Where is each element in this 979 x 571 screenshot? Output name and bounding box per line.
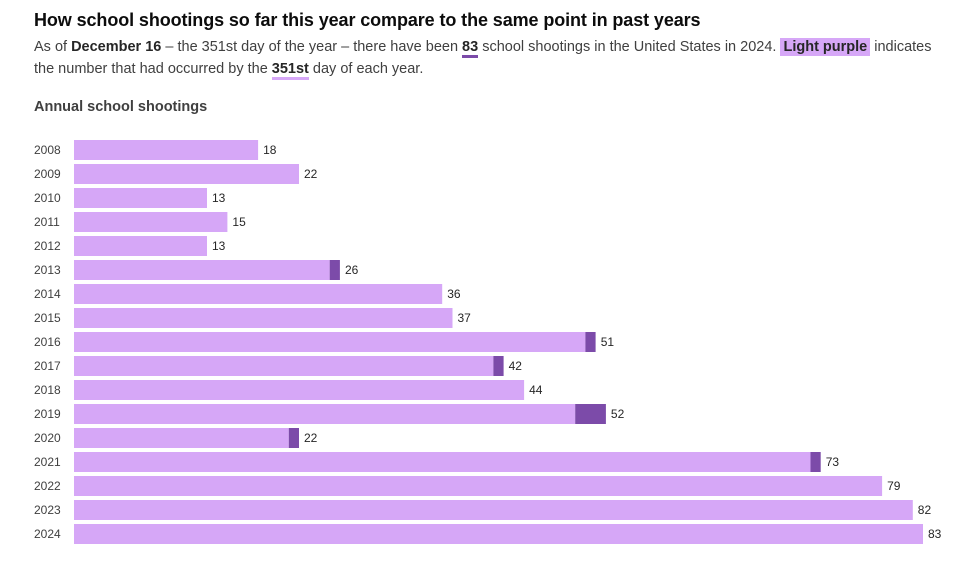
bar-value-label: 37 [458,311,472,325]
subtitle-count: 83 [462,39,479,58]
bar-value-label: 13 [212,191,226,205]
year-label: 2015 [34,311,61,325]
bar-value-label: 52 [611,407,625,421]
year-label: 2012 [34,239,61,253]
subtitle-text-1: As of [34,39,72,55]
bar-by-date-segment [74,332,586,352]
bar-value-label: 36 [447,287,461,301]
chart-title: How school shootings so far this year co… [34,10,701,30]
bar-by-date-segment [74,404,576,424]
bar-by-date-segment [74,356,494,376]
year-label: 2009 [34,167,61,181]
year-label: 2010 [34,191,61,205]
bar-rest-of-year-segment [575,404,606,424]
bar-value-label: 83 [928,527,942,541]
bar-by-date-segment [74,140,259,160]
year-label: 2016 [34,335,61,349]
chart-label: Annual school shootings [34,99,208,115]
subtitle-date: December 16 [71,39,162,55]
bar-value-label: 26 [345,263,359,277]
bar-value-label: 79 [887,479,901,493]
subtitle-text-5: day of each year. [308,61,424,77]
bar-rest-of-year-segment [585,332,596,352]
year-label: 2014 [34,287,61,301]
year-label: 2023 [34,503,61,517]
bar-by-date-segment [74,236,207,256]
subtitle-day: 351st [271,61,309,80]
year-label: 2011 [34,215,60,229]
bar-by-date-segment [74,164,299,184]
bar-by-date-segment [74,260,330,280]
subtitle-text-4: indicates the number that had occurred b… [34,39,932,77]
chart-subtitle: As of December 16 – the 351st day of the… [34,36,934,80]
bar-value-label: 82 [918,503,932,517]
year-label: 2021 [34,455,61,469]
bar-by-date-segment [74,452,811,472]
bar-by-date-segment [74,284,443,304]
bar-value-label: 42 [509,359,523,373]
bar-rest-of-year-segment [493,356,504,376]
year-label: 2019 [34,407,61,421]
bar-by-date-segment [74,524,923,544]
subtitle-highlight: Light purple [780,38,871,56]
bar-by-date-segment [74,188,207,208]
bar-by-date-segment [74,380,525,400]
bar-by-date-segment [74,500,913,520]
year-label: 2013 [34,263,61,277]
year-label: 2018 [34,383,61,397]
bar-value-label: 44 [529,383,543,397]
bar-by-date-segment [74,308,453,328]
bar-by-date-segment [74,476,883,496]
year-label: 2022 [34,479,61,493]
bar-value-label: 73 [826,455,840,469]
year-label: 2008 [34,143,61,157]
subtitle-text-3: school shootings in the United States in… [478,39,781,55]
subtitle-text-2: – the 351st day of the year – there have… [161,39,463,55]
bar-value-label: 22 [304,431,318,445]
bar-rest-of-year-segment [329,260,340,280]
year-label: 2020 [34,431,61,445]
year-label: 2017 [34,359,61,373]
bar-rest-of-year-segment [288,428,299,448]
bar-value-label: 15 [232,215,246,229]
bar-value-label: 13 [212,239,226,253]
bar-by-date-segment [74,212,228,232]
bar-value-label: 22 [304,167,318,181]
bar-value-label: 51 [601,335,615,349]
bar-value-label: 18 [263,143,277,157]
year-label: 2024 [34,527,61,541]
bar-rest-of-year-segment [810,452,821,472]
bar-by-date-segment [74,428,289,448]
